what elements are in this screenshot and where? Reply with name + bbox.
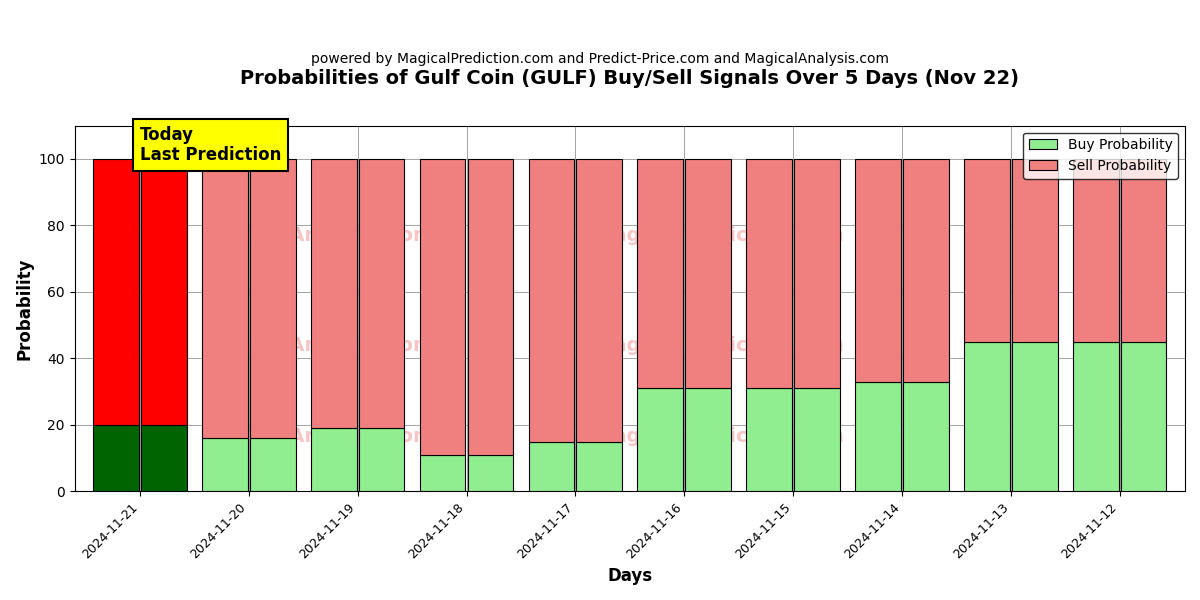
Bar <box>904 382 949 491</box>
Bar <box>637 388 683 491</box>
Bar <box>359 428 404 491</box>
Bar <box>1073 159 1118 342</box>
Text: MagicalAnalysis.com: MagicalAnalysis.com <box>205 335 433 355</box>
Title: Probabilities of Gulf Coin (GULF) Buy/Sell Signals Over 5 Days (Nov 22): Probabilities of Gulf Coin (GULF) Buy/Se… <box>240 69 1019 88</box>
Bar <box>202 438 247 491</box>
Bar <box>142 159 187 425</box>
Text: MagicalPrediction.com: MagicalPrediction.com <box>594 226 844 245</box>
Bar <box>311 428 356 491</box>
Bar <box>856 382 901 491</box>
Bar <box>576 442 623 491</box>
Bar <box>856 159 901 382</box>
Bar <box>94 159 139 425</box>
Bar <box>746 159 792 388</box>
Bar <box>250 438 295 491</box>
Bar <box>1012 159 1057 342</box>
Bar <box>311 159 356 428</box>
Bar <box>576 159 623 442</box>
Bar <box>420 159 466 455</box>
Bar <box>468 455 514 491</box>
Bar <box>528 159 575 442</box>
Bar <box>1012 342 1057 491</box>
Bar <box>1121 342 1166 491</box>
Y-axis label: Probability: Probability <box>16 257 34 360</box>
Text: Today
Last Prediction: Today Last Prediction <box>140 125 281 164</box>
Bar <box>94 425 139 491</box>
Text: MagicalAnalysis.com: MagicalAnalysis.com <box>205 427 433 446</box>
Bar <box>1121 159 1166 342</box>
Text: MagicalPrediction.com: MagicalPrediction.com <box>594 335 844 355</box>
X-axis label: Days: Days <box>607 567 653 585</box>
Bar <box>637 159 683 388</box>
Text: MagicalPrediction.com: MagicalPrediction.com <box>594 427 844 446</box>
Bar <box>202 159 247 438</box>
Bar <box>794 388 840 491</box>
Bar <box>468 159 514 455</box>
Bar <box>964 159 1009 342</box>
Text: powered by MagicalPrediction.com and Predict-Price.com and MagicalAnalysis.com: powered by MagicalPrediction.com and Pre… <box>311 52 889 66</box>
Bar <box>685 159 731 388</box>
Bar <box>528 442 575 491</box>
Bar <box>904 159 949 382</box>
Bar <box>794 159 840 388</box>
Bar <box>685 388 731 491</box>
Legend: Buy Probability, Sell Probability: Buy Probability, Sell Probability <box>1024 133 1178 179</box>
Bar <box>142 425 187 491</box>
Bar <box>1073 342 1118 491</box>
Bar <box>250 159 295 438</box>
Bar <box>420 455 466 491</box>
Text: MagicalAnalysis.com: MagicalAnalysis.com <box>205 226 433 245</box>
Bar <box>359 159 404 428</box>
Bar <box>746 388 792 491</box>
Bar <box>964 342 1009 491</box>
